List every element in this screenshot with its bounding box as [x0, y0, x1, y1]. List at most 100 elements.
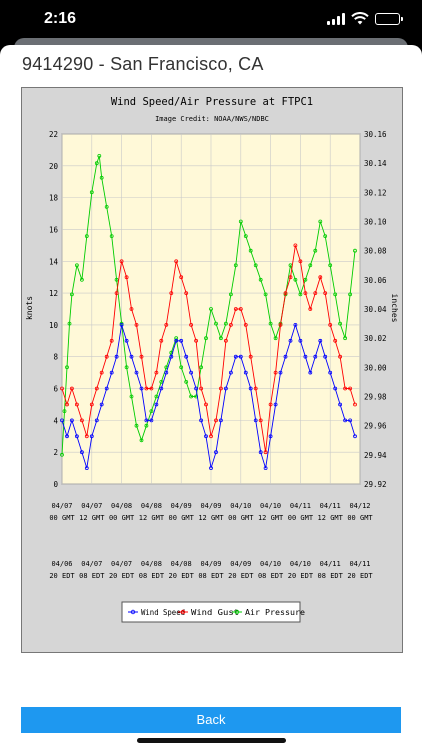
wind-gust-point — [169, 291, 174, 296]
wind-gust-point — [209, 434, 213, 439]
wind-speed-point — [109, 370, 114, 375]
x-tick-label-edt-date: 04/08 — [171, 560, 192, 568]
x-tick-label-gmt-hour: 12 GMT — [318, 514, 344, 522]
y-tick-label-left: 22 — [49, 130, 58, 139]
y-tick-label-left: 20 — [49, 162, 59, 171]
legend-marker-wind-speed — [130, 609, 136, 615]
x-tick-label-edt-hour: 20 EDT — [347, 572, 373, 580]
wind-gust-point — [129, 307, 134, 311]
air-pressure-point — [293, 277, 298, 282]
air-pressure-point — [353, 248, 357, 253]
wind-gust-point — [75, 402, 79, 407]
air-pressure-point — [67, 321, 72, 326]
air-pressure-point — [159, 379, 164, 384]
legend-marker-air-pressure — [234, 609, 240, 615]
wind-gust-point — [104, 354, 109, 359]
axis-layer: 0 2 4 6 8 10 12 14 16 18 20 22 29.92 29.94 29.96 29.98 3… — [49, 130, 387, 580]
chart-legend: Wind Speed Wind Gust Air Pressure — [121, 601, 306, 623]
back-button[interactable]: Back — [21, 707, 401, 733]
x-tick-label-gmt-hour: 12 GMT — [139, 514, 165, 522]
air-pressure-point — [268, 321, 273, 326]
status-bar: 2:16 — [0, 0, 422, 40]
air-pressure-point — [179, 365, 184, 370]
air-pressure-point — [174, 336, 179, 341]
air-pressure-point — [199, 365, 204, 370]
wind-gust-point — [144, 386, 149, 391]
wind-speed-point — [124, 338, 129, 343]
wind-speed-point — [248, 386, 253, 391]
wind-speed-point — [144, 418, 149, 423]
y-tick-label-right: 30.08 — [364, 247, 387, 256]
x-tick-label-edt-date: 04/09 — [200, 560, 221, 568]
y-tick-label-left: 16 — [49, 225, 59, 234]
legend-label-wind-speed: Wind Speed — [141, 608, 185, 617]
wind-gust-point — [263, 450, 268, 455]
air-pressure-point — [223, 321, 228, 326]
wind-speed-point — [318, 338, 323, 343]
y-axis-label-left: knots — [25, 296, 34, 320]
wind-speed-point — [80, 450, 84, 455]
x-tick-label-edt-date: 04/09 — [230, 560, 251, 568]
y-tick-label-left: 18 — [49, 194, 59, 203]
wind-gust-point — [308, 307, 313, 311]
wind-gust-line — [61, 245, 356, 453]
air-pressure-point — [62, 409, 67, 414]
y-tick-label-left: 8 — [53, 353, 58, 362]
air-pressure-point — [253, 263, 258, 268]
wind-speed-point — [114, 354, 119, 359]
x-tick-label-gmt-date: 04/12 — [349, 502, 370, 510]
y-tick-label-right: 30.10 — [364, 218, 387, 227]
air-pressure-point — [149, 409, 154, 414]
y-tick-label-right: 29.92 — [364, 480, 387, 489]
wind-gust-point — [313, 291, 318, 296]
wind-speed-point — [313, 354, 318, 359]
chart-svg: Wind Speed/Air Pressure at FTPC1 Image C… — [25, 96, 399, 623]
wind-gust-point — [89, 402, 94, 407]
air-pressure-point — [214, 321, 218, 326]
wind-speed-point — [194, 386, 199, 391]
wind-speed-point — [149, 418, 154, 423]
status-icons — [327, 12, 403, 25]
wind-gust-point — [253, 386, 258, 391]
air-pressure-point — [75, 263, 79, 268]
wind-speed-point — [119, 322, 124, 327]
x-tick-label-edt-hour: 08 EDT — [258, 572, 284, 580]
x-tick-label-edt-date: 04/10 — [290, 560, 311, 568]
air-pressure-point — [65, 365, 69, 370]
x-tick-label-edt-hour: 20 EDT — [228, 572, 254, 580]
air-pressure-point — [258, 277, 263, 282]
wind-gust-point — [268, 402, 273, 407]
wind-gust-point — [139, 354, 144, 359]
y-tick-label-left: 14 — [49, 257, 59, 266]
y-tick-label-left: 0 — [53, 480, 58, 489]
x-tick-label-edt-hour: 08 EDT — [318, 572, 344, 580]
wind-speed-point — [348, 418, 353, 423]
wind-speed-point — [268, 434, 273, 439]
air-pressure-point — [233, 263, 238, 268]
wind-speed-point — [169, 354, 174, 359]
wind-gust-point — [323, 291, 328, 296]
y-tick-label-left: 6 — [53, 385, 58, 394]
wind-gust-point — [70, 386, 74, 391]
y-tick-label-left: 10 — [49, 321, 59, 330]
x-tick-label-gmt-date: 04/09 — [200, 502, 221, 510]
wind-gust-point — [94, 386, 99, 391]
wind-gust-point — [84, 434, 89, 439]
wind-speed-point — [164, 370, 169, 375]
wind-gust-point — [278, 322, 283, 327]
air-pressure-point — [99, 175, 104, 180]
y-tick-label-right: 29.94 — [364, 451, 387, 460]
wind-gust-point — [109, 338, 114, 343]
wind-speed-point — [174, 338, 179, 343]
wind-speed-point — [84, 466, 89, 471]
wind-gust-point — [134, 322, 139, 327]
wind-speed-point — [333, 386, 338, 391]
wind-speed-point — [189, 370, 194, 375]
x-tick-label-edt-hour: 20 EDT — [109, 572, 135, 580]
wind-speed-point — [104, 386, 109, 391]
wind-gust-point — [298, 259, 303, 264]
status-time: 2:16 — [44, 10, 77, 27]
wind-speed-point — [323, 354, 328, 359]
x-tick-label-gmt-date: 04/07 — [51, 502, 72, 510]
y-tick-label-left: 2 — [53, 448, 58, 457]
